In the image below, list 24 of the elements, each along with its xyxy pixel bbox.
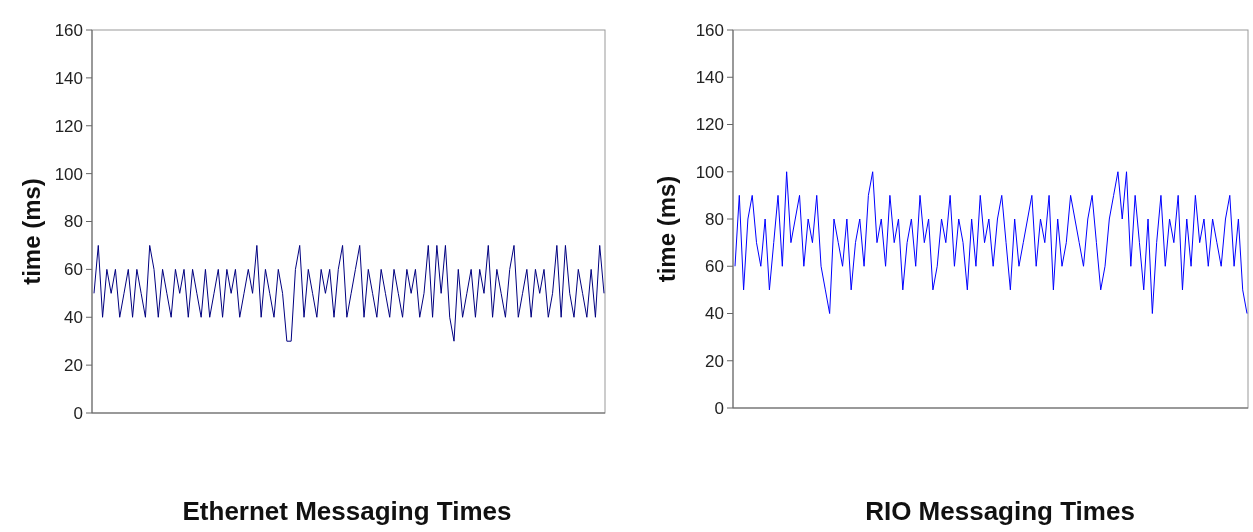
y-tick-label: 20	[64, 356, 83, 376]
y-tick-label: 40	[64, 308, 83, 328]
y-tick-label: 80	[705, 209, 724, 229]
y-tick-label: 0	[73, 403, 83, 423]
y-tick-label: 160	[695, 20, 724, 40]
y-axis-title: time (ms)	[18, 178, 45, 285]
y-tick-label: 40	[705, 304, 724, 324]
y-tick-label: 100	[695, 162, 724, 182]
text: RIO Messaging Times	[865, 496, 1135, 526]
y-tick-label: 160	[54, 20, 83, 40]
y-tick-label: 60	[705, 257, 724, 277]
line-series	[93, 244, 605, 342]
text: Ethernet Messaging Times	[182, 496, 512, 526]
y-tick-label: 100	[54, 164, 83, 184]
y-tick-label: 140	[54, 68, 83, 88]
line-series	[734, 171, 1248, 314]
y-tick-label: 0	[714, 398, 724, 418]
y-tick-label: 60	[64, 260, 83, 280]
y-tick-label: 120	[695, 115, 724, 135]
y-tick-label: 20	[705, 351, 724, 371]
y-axis-title: time (ms)	[653, 175, 680, 283]
y-tick-label: 80	[64, 212, 83, 232]
y-tick-label: 120	[54, 116, 83, 136]
y-tick-label: 140	[695, 68, 724, 88]
